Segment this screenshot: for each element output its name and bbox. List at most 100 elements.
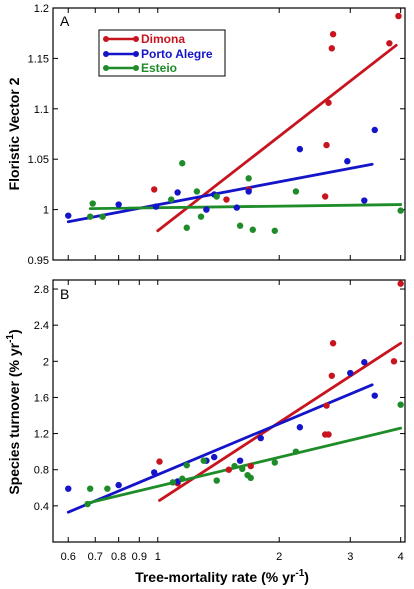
panel-a-y-tick-label: 1: [43, 205, 49, 217]
panel-a-y-axis-label: Floristic Vector 2: [6, 77, 22, 190]
data-point-esteio: [236, 222, 244, 229]
x-tick-labels: 0.6 0.7 0.8 0.9 1 2 3 4: [61, 551, 404, 563]
data-point-esteio: [179, 475, 186, 482]
legend-label-dimona: Dimona: [141, 32, 185, 46]
data-point-esteio: [179, 160, 186, 167]
data-point-porto-alegre: [203, 206, 210, 213]
data-point-esteio: [245, 175, 252, 182]
data-point-porto-alegre: [344, 158, 351, 165]
panel-b: B 0.4 0.8 1.2 1.6 2 2.4 2.8 0.6 0.7 0.8 0.9 1 2 3 4 S…: [5, 279, 406, 585]
fit-line-porto-alegre: [66, 383, 374, 514]
x-tick-label: 0.8: [111, 551, 126, 563]
data-point-dimona: [328, 45, 336, 52]
legend-entry-esteio: Esteio: [103, 61, 177, 75]
panel-a: A 0.95 1 1.05 1.1 1.15 1.2 Floristic Vector 2…: [6, 3, 406, 267]
data-point-esteio: [89, 200, 96, 207]
data-point-esteio: [86, 485, 94, 492]
data-point-porto-alegre: [296, 145, 304, 153]
x-tick-label: 0.6: [61, 551, 76, 563]
data-point-porto-alegre: [236, 457, 244, 464]
x-axis-label-sup: -1: [295, 568, 304, 579]
data-point-esteio: [239, 465, 246, 473]
data-point-esteio: [193, 188, 201, 195]
x-axis-label: Tree-mortality rate (% yr-1): [135, 568, 309, 585]
data-point-esteio: [169, 479, 177, 486]
panel-a-ticks: [53, 7, 405, 261]
x-tick-label: 2: [276, 551, 282, 563]
data-point-dimona: [323, 402, 330, 409]
legend-marker-porto-alegre: [103, 51, 109, 57]
data-point-porto-alegre: [233, 204, 240, 211]
data-point-dimona: [390, 358, 398, 365]
data-point-esteio: [104, 485, 111, 492]
panel-a-frame: [52, 7, 406, 261]
x-tick-label: 3: [347, 551, 353, 563]
data-point-dimona: [386, 40, 393, 47]
data-point-esteio: [231, 462, 238, 470]
data-point-porto-alegre: [361, 197, 368, 204]
data-point-esteio: [397, 401, 404, 408]
data-point-esteio: [397, 207, 404, 214]
data-point-dimona: [397, 280, 404, 287]
data-point-porto-alegre: [65, 485, 72, 492]
data-point-dimona: [395, 12, 402, 20]
fit-line-dimona: [158, 341, 403, 502]
panel-a-y-tick-label: 1.15: [28, 53, 49, 65]
panel-b-ticks: [53, 280, 405, 542]
data-point-porto-alegre: [174, 189, 181, 196]
panel-b-y-tick-label: 0.4: [34, 501, 49, 513]
data-point-esteio: [99, 213, 106, 220]
legend-marker-esteio-end: [133, 65, 139, 71]
panel-b-y-tick-label: 1.6: [34, 392, 49, 404]
data-point-porto-alegre: [210, 453, 218, 461]
data-point-porto-alegre: [347, 369, 354, 377]
data-point-esteio: [249, 226, 256, 233]
data-point-dimona: [321, 193, 329, 200]
data-point-porto-alegre: [152, 203, 160, 210]
data-point-dimona: [325, 431, 332, 438]
x-tick-label: 0.7: [88, 551, 103, 563]
data-point-porto-alegre: [371, 126, 378, 134]
panel-b-y-tick-label: 2.4: [34, 320, 49, 332]
data-point-porto-alegre: [115, 481, 122, 489]
data-point-porto-alegre: [65, 212, 72, 219]
panel-b-label: B: [60, 286, 69, 302]
data-point-esteio: [213, 477, 220, 484]
x-tick-label: 1: [155, 551, 161, 563]
panel-a-y-tick-labels: 0.95 1 1.05 1.1 1.15 1.2: [28, 3, 49, 267]
data-point-esteio: [271, 227, 278, 234]
panel-b-y-tick-label: 0.8: [34, 465, 49, 477]
panel-a-y-tick-label: 0.95: [28, 255, 49, 267]
fit-line-porto-alegre: [66, 162, 374, 224]
data-point-esteio: [197, 213, 205, 220]
x-tick-label: 4: [398, 551, 404, 563]
data-point-dimona: [323, 141, 330, 149]
data-point-dimona: [225, 466, 233, 473]
data-point-esteio: [213, 193, 220, 200]
legend-marker-dimona: [103, 36, 109, 42]
data-point-esteio: [271, 459, 278, 466]
panel-a-fit-lines: [66, 43, 403, 233]
panel-b-y-axis-label-sup: -1: [5, 334, 16, 343]
data-point-esteio: [183, 224, 190, 231]
data-point-esteio: [292, 188, 300, 195]
x-axis-label-main: Tree-mortality rate (% yr: [135, 569, 296, 585]
data-point-porto-alegre: [174, 478, 181, 485]
data-point-esteio: [183, 462, 190, 469]
x-tick-label: 0.9: [132, 551, 147, 563]
panel-b-frame: [52, 279, 406, 543]
data-point-esteio: [168, 196, 175, 203]
legend-marker-porto-alegre-end: [133, 51, 139, 57]
data-point-porto-alegre: [115, 201, 122, 208]
panel-b-y-tick-label: 1.2: [34, 429, 49, 441]
panel-a-y-tick-label: 1.1: [34, 104, 49, 116]
data-point-porto-alegre: [151, 469, 158, 476]
data-point-porto-alegre: [371, 392, 378, 399]
legend-marker-dimona-end: [133, 36, 139, 42]
data-point-porto-alegre: [361, 359, 368, 366]
data-point-porto-alegre: [296, 424, 304, 431]
data-point-dimona: [156, 458, 163, 465]
data-point-esteio: [84, 500, 91, 508]
data-point-esteio: [86, 213, 94, 220]
